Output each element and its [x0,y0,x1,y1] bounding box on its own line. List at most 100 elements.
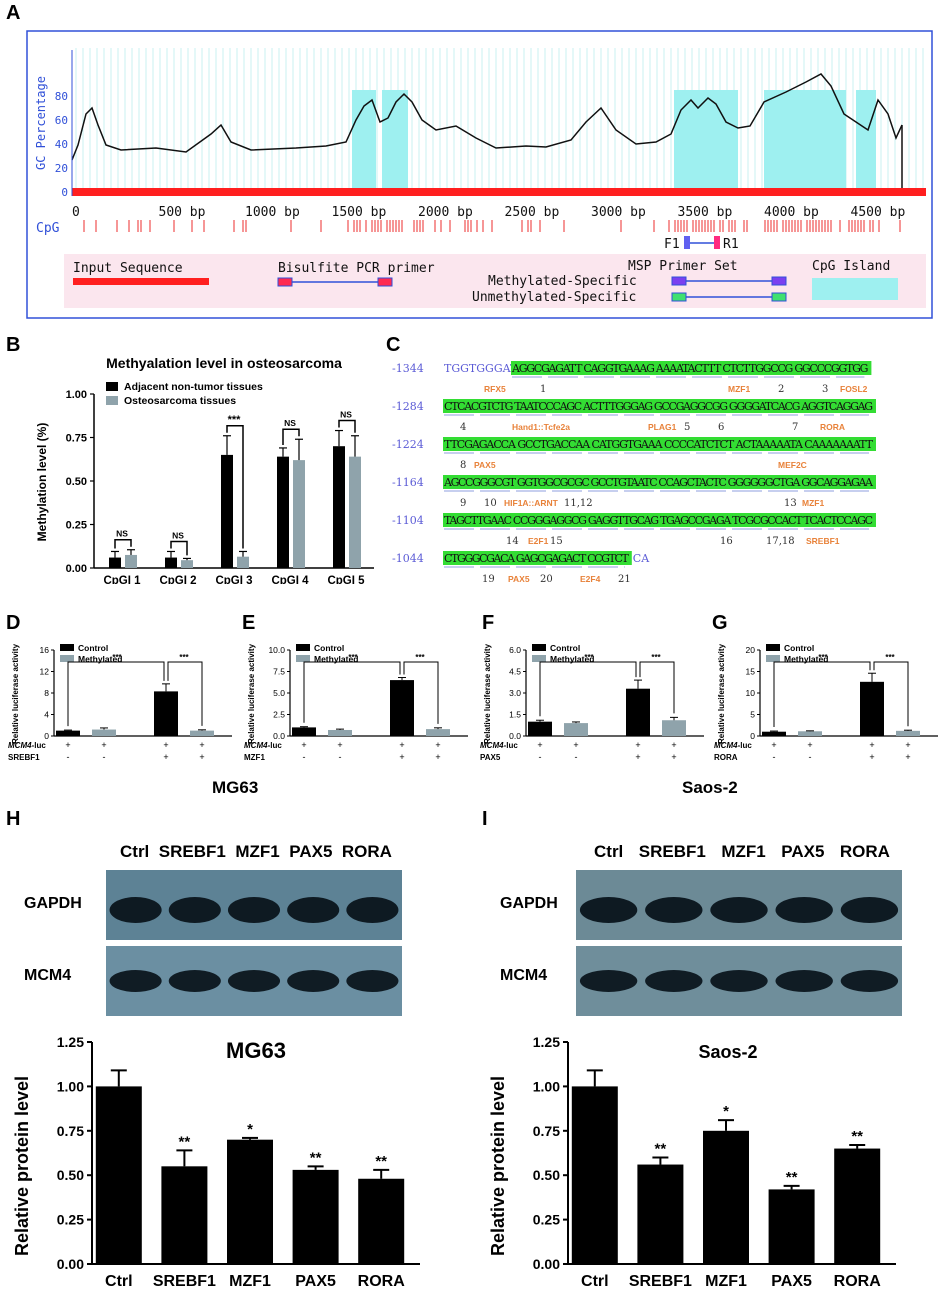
legend-swatch [766,644,780,651]
y-tick-label: 2.5 [273,710,285,720]
gapdh-band [840,897,899,923]
gc-y-tick-label: 80 [55,90,68,103]
chart-title: Saos-2 [698,1042,757,1062]
sign-plus: + [807,740,812,750]
row-label-suffix: -luc [268,741,283,750]
y-tick-label: 0.50 [533,1167,560,1183]
sign: - [339,752,342,762]
x-tick-label: MZF1 [705,1273,747,1290]
gc-x-tick-label: 1500 bp [332,205,387,220]
bar [227,1139,273,1264]
significance-label: *** [228,414,242,426]
cpg-island-region [382,90,408,190]
bar [426,729,450,736]
row-label-gene: MCM4 [8,741,32,750]
cpg-island-sequence: CTCACGTCTG TAATCCCAGC ACTTTGGGAG GCCGAGG… [444,400,873,413]
mcm4-band [840,970,899,992]
y-tick-label: 1.00 [57,1078,84,1094]
legend-cpg-island-swatch [812,278,898,300]
cpg-island-region [856,90,876,190]
y-tick-label: 0 [44,731,49,741]
bar [662,720,686,736]
panel-g-label: G [712,612,728,634]
sign-plus: + [199,740,204,750]
row-label-tf: SREBF1 [8,753,40,762]
binding-site-number: 10 [484,498,497,509]
lane-label: SREBF1 [638,842,706,861]
bar [798,731,822,736]
gapdh-band [287,897,340,923]
bar [221,454,233,568]
lane-label: MZF1 [235,842,280,861]
mcm4-band [775,970,833,992]
panel-e-chart: Relative luciferase activity 0.0 2.5 5.0 7.5… [244,643,468,762]
legend-input-swatch [73,278,209,285]
legend-swatch [532,655,546,662]
significance-label: ** [786,1169,798,1186]
significance-label: *** [651,653,661,662]
sign: + [635,752,640,762]
y-tick-label: 7.5 [273,667,285,677]
sequence-position: -1164 [392,476,424,489]
binding-site-number: 4 [460,422,466,433]
primer-f1-label: F1 [664,237,680,252]
y-tick-label: 8 [44,688,49,698]
significance-label: ** [655,1140,667,1157]
cpg-row-label: CpG [36,221,60,236]
bar [637,1164,684,1264]
panel-d-label: D [6,612,21,634]
chart-title: MG63 [226,1038,286,1063]
y-tick-label: 15 [746,667,756,677]
flanking-sequence: TGGTGGGATT [444,362,525,375]
significance-label: NS [284,418,296,428]
sign-plus: + [163,740,168,750]
sign: - [773,752,776,762]
bar [237,556,249,568]
cpg-island-sequence: TTCGAGACCA GCCTGACCAA CATGGTGAAA CCCCATC… [444,438,874,451]
y-tick-label: 1.25 [57,1034,84,1050]
gc-y-tick-label: 60 [55,114,68,127]
bar [190,730,214,736]
binding-site-number: 19 [482,574,495,585]
gc-x-tick-label: 0 [72,205,80,220]
y-axis-label: Relative protein level [12,1076,32,1256]
y-axis-label: Relative luciferase activity [483,643,492,744]
bar [768,1189,815,1264]
sequence-position: -1104 [392,514,424,527]
binding-site-number: 7 [792,422,798,433]
gc-percentage-line [71,73,903,161]
tf-binding-label: PAX5 [474,460,496,470]
y-tick-label: 0.75 [533,1123,560,1139]
row-label-tf: MZF1 [244,753,265,762]
gc-x-tick-label: 3500 bp [678,205,733,220]
y-tick-label: 1.5 [509,710,521,720]
panel-g-chart: Relative luciferase activity 0 5 10 15 20 Cont… [714,643,938,762]
y-tick-label: 0.00 [533,1256,560,1272]
gapdh-band [227,897,281,923]
gc-x-ticks: 0 500 bp 1000 bp 1500 bp 2000 bp 2500 bp 3000 … [72,205,905,220]
blot-i-gapdh-label: GAPDH [500,895,558,912]
tf-binding-label: PLAG1 [648,422,677,432]
significance-bracket [167,661,203,726]
tf-binding-label: MZF1 [802,498,824,508]
row-label-gene: MCM4 [714,741,738,750]
significance-label: NS [116,529,128,539]
cpg-island-sequence: AGGCGAGATT CAGGTGAAAG AAAATACTTT CTCTTGG… [511,362,868,375]
y-tick-label: 0.50 [66,476,87,488]
binding-site-number: 13 [784,498,797,509]
cpg-island-sequence: TAGCTTGAAC CCGGGAGGCG GAGGTTGCAG TGAGCCG… [444,514,873,527]
sign: + [905,752,910,762]
y-tick-label: 4.5 [509,667,521,677]
lane-label: SREBF1 [158,842,226,861]
legend-bisulfite: Bisulfite PCR primer [278,261,435,276]
mcm4-band [227,970,281,992]
mcm4-band [109,970,162,992]
panel-c-label: C [386,334,401,356]
cell-line-right: Saos-2 [682,778,738,797]
significance-bracket [539,661,637,717]
x-tick-label: SREBF1 [629,1273,692,1290]
y-axis-label: Relative protein level [488,1076,508,1256]
cpg-island-regions [352,90,876,190]
bar [92,729,116,736]
